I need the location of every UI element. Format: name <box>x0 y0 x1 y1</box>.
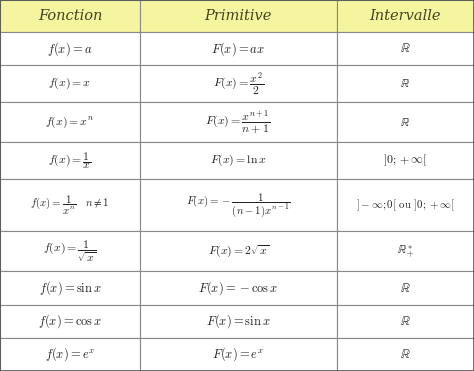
Bar <box>337 338 474 371</box>
Bar <box>0 65 140 102</box>
Text: $F(x) = ax$: $F(x) = ax$ <box>211 40 265 58</box>
Text: $\mathbb{R}$: $\mathbb{R}$ <box>400 282 410 295</box>
Bar <box>337 142 474 179</box>
Text: $F(x) = e^x$: $F(x) = e^x$ <box>212 345 264 363</box>
Text: $]-\infty;0[\text{ ou }]0;+\infty[$: $]-\infty;0[\text{ ou }]0;+\infty[$ <box>356 197 455 213</box>
Text: $f(x) = \dfrac{1}{\sqrt{x}}$: $f(x) = \dfrac{1}{\sqrt{x}}$ <box>43 239 97 264</box>
Bar <box>140 232 337 272</box>
Bar <box>0 0 140 32</box>
Bar <box>337 102 474 142</box>
Text: $]0;+\infty[$: $]0;+\infty[$ <box>383 152 428 168</box>
Bar <box>0 179 140 232</box>
Text: Intervalle: Intervalle <box>370 9 441 23</box>
Bar <box>0 32 140 65</box>
Bar <box>0 232 140 272</box>
Text: $f(x) = \dfrac{1}{x}$: $f(x) = \dfrac{1}{x}$ <box>48 150 92 171</box>
Bar <box>337 32 474 65</box>
Text: $\mathbb{R}_+^*$: $\mathbb{R}_+^*$ <box>397 244 414 259</box>
Bar <box>0 142 140 179</box>
Bar <box>0 272 140 305</box>
Bar <box>337 272 474 305</box>
Text: $F(x) = -\cos x$: $F(x) = -\cos x$ <box>198 279 278 297</box>
Bar <box>140 32 337 65</box>
Bar <box>337 0 474 32</box>
Text: $F(x) = \dfrac{x^{n+1}}{n+1}$: $F(x) = \dfrac{x^{n+1}}{n+1}$ <box>206 108 271 135</box>
Text: Fonction: Fonction <box>38 9 102 23</box>
Bar <box>140 102 337 142</box>
Bar <box>140 305 337 338</box>
Text: $f(x) = \sin x$: $f(x) = \sin x$ <box>38 279 101 297</box>
Bar <box>140 142 337 179</box>
Text: $F(x) = -\dfrac{1}{(n-1)x^{n-1}}$: $F(x) = -\dfrac{1}{(n-1)x^{n-1}}$ <box>186 191 291 219</box>
Text: $f(x) = \dfrac{1}{x^n} \quad n \neq 1$: $f(x) = \dfrac{1}{x^n} \quad n \neq 1$ <box>30 194 109 217</box>
Text: $\mathbb{R}$: $\mathbb{R}$ <box>400 77 410 90</box>
Text: $f(x) = x$: $f(x) = x$ <box>48 76 91 91</box>
Bar <box>337 179 474 232</box>
Bar <box>140 272 337 305</box>
Text: $f(x) = x^n$: $f(x) = x^n$ <box>46 114 94 130</box>
Text: $F(x) = 2\sqrt{x}$: $F(x) = 2\sqrt{x}$ <box>208 243 269 259</box>
Text: $f(x) = \cos x$: $f(x) = \cos x$ <box>38 312 102 330</box>
Bar <box>0 338 140 371</box>
Bar <box>140 0 337 32</box>
Bar <box>140 179 337 232</box>
Text: $F(x) = \dfrac{x^2}{2}$: $F(x) = \dfrac{x^2}{2}$ <box>213 70 264 97</box>
Bar <box>337 305 474 338</box>
Bar <box>0 102 140 142</box>
Bar <box>337 65 474 102</box>
Text: $\mathbb{R}$: $\mathbb{R}$ <box>400 348 410 361</box>
Text: $\mathbb{R}$: $\mathbb{R}$ <box>400 315 410 328</box>
Bar <box>140 65 337 102</box>
Text: Primitive: Primitive <box>204 9 272 23</box>
Bar <box>140 338 337 371</box>
Text: $\mathbb{R}$: $\mathbb{R}$ <box>400 115 410 128</box>
Text: $f(x) = e^x$: $f(x) = e^x$ <box>45 345 95 363</box>
Bar <box>337 232 474 272</box>
Text: $F(x) = \sin x$: $F(x) = \sin x$ <box>206 312 271 330</box>
Text: $f(x) = a$: $f(x) = a$ <box>47 40 92 58</box>
Bar <box>0 305 140 338</box>
Text: $\mathbb{R}$: $\mathbb{R}$ <box>400 42 410 55</box>
Text: $F(x) = \ln x$: $F(x) = \ln x$ <box>210 153 266 168</box>
